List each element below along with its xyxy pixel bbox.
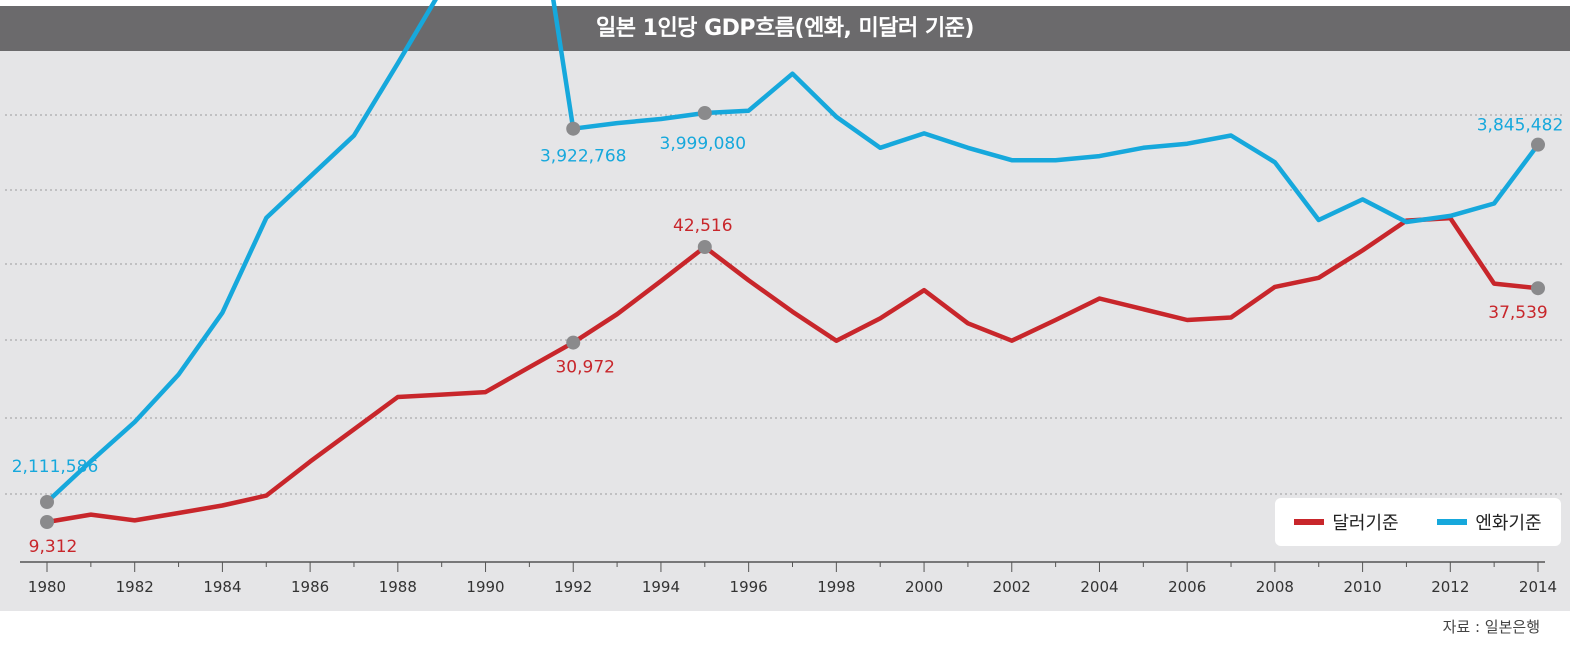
x-tick-label-1980: 1980 (28, 578, 66, 596)
data-label-2: 3,922,768 (540, 147, 627, 167)
x-tick-label-2008: 2008 (1256, 578, 1294, 596)
legend-label-yen: 엔화기준 (1475, 513, 1542, 534)
marker-6 (1531, 137, 1545, 152)
marker-3 (697, 106, 712, 120)
x-tick-label-1996: 1996 (730, 578, 768, 596)
x-axis: 1980 1982 1984 1986 1988 1990 1992 1994 1996 1998… (20, 561, 1557, 596)
source-note: 자료 : 일본은행 (1442, 618, 1540, 636)
marker-0 (40, 495, 54, 509)
x-tick-label-1990: 1990 (466, 578, 504, 596)
legend: 달러기준 엔화기준 (1275, 498, 1561, 546)
x-tick-label-2004: 2004 (1080, 578, 1118, 596)
x-tick-label-2012: 2012 (1431, 578, 1469, 596)
marker-5 (697, 240, 712, 254)
data-label-6: 3,845,482 (1477, 116, 1564, 136)
x-tick-label-2000: 2000 (905, 578, 943, 596)
data-label-4: 30,972 (555, 358, 614, 378)
series-line-1 (44, 0, 1541, 505)
data-label-1: 9,312 (29, 537, 78, 557)
data-labels: 2,111,586 9,312 3,922,768 3,999,080 30,972 42… (12, 116, 1564, 557)
series-line-0 (44, 215, 1541, 525)
legend-swatch-dollar (1294, 519, 1325, 525)
marker-4 (566, 335, 581, 350)
gridlines (5, 114, 1565, 495)
x-tick-label-1994: 1994 (642, 578, 680, 596)
legend-label-dollar: 달러기준 (1332, 513, 1399, 534)
point-markers (40, 106, 1545, 529)
legend-swatch-yen (1437, 519, 1468, 525)
x-tick-label-2002: 2002 (993, 578, 1031, 596)
x-tick-label-1988: 1988 (379, 578, 417, 596)
data-label-3: 3,999,080 (660, 134, 747, 154)
legend-item-yen: 엔화기준 (1437, 509, 1542, 535)
data-label-0: 2,111,586 (12, 457, 99, 477)
x-tick-label-2006: 2006 (1168, 578, 1206, 596)
marker-2 (566, 121, 581, 136)
chart-title: 일본 1인당 GDP흐름(엔화, 미달러 기준) (0, 6, 1570, 51)
data-label-7: 37,539 (1488, 303, 1547, 323)
x-tick-label-1986: 1986 (291, 578, 329, 596)
x-tick-label-2014: 2014 (1519, 578, 1557, 596)
data-label-5: 42,516 (673, 216, 732, 236)
series-lines (44, 0, 1541, 525)
marker-7 (1531, 281, 1545, 296)
legend-item-dollar: 달러기준 (1294, 509, 1399, 535)
x-tick-label-1998: 1998 (817, 578, 855, 596)
x-tick-label-1982: 1982 (116, 578, 154, 596)
marker-1 (40, 515, 54, 529)
x-tick-label-1992: 1992 (554, 578, 592, 596)
x-tick-label-2010: 2010 (1343, 578, 1381, 596)
x-tick-label-1984: 1984 (203, 578, 241, 596)
